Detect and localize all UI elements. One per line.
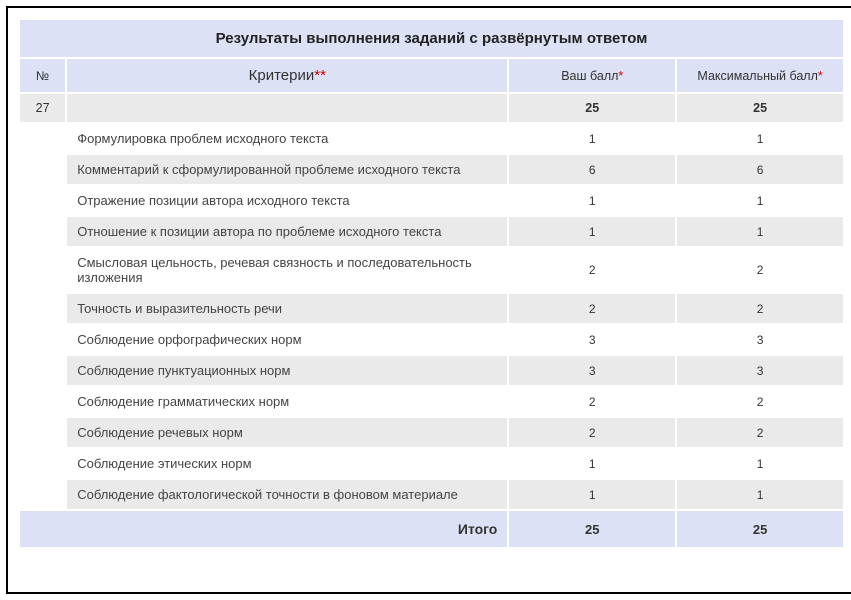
criteria-your-score: 2: [509, 294, 675, 323]
header-max-score: Максимальный балл*: [677, 59, 843, 92]
table-title: Результаты выполнения заданий с развёрну…: [20, 20, 843, 57]
criteria-number-empty: [20, 124, 65, 153]
criteria-row: Отражение позиции автора исходного текст…: [20, 186, 843, 215]
criteria-text: Отражение позиции автора исходного текст…: [67, 186, 507, 215]
criteria-text: Соблюдение этических норм: [67, 449, 507, 478]
total-row: Итого 25 25: [20, 511, 843, 547]
asterisk-icon: *: [818, 69, 823, 83]
task-row: 27 25 25: [20, 94, 843, 122]
criteria-row: Соблюдение этических норм11: [20, 449, 843, 478]
asterisk-icon: **: [314, 67, 326, 84]
criteria-number-empty: [20, 186, 65, 215]
criteria-row: Комментарий к сформулированной проблеме …: [20, 155, 843, 184]
criteria-text: Соблюдение речевых норм: [67, 418, 507, 447]
criteria-text: Соблюдение грамматических норм: [67, 387, 507, 416]
criteria-number-empty: [20, 294, 65, 323]
criteria-row: Соблюдение речевых норм22: [20, 418, 843, 447]
criteria-max-score: 2: [677, 387, 843, 416]
criteria-number-empty: [20, 217, 65, 246]
criteria-your-score: 3: [509, 325, 675, 354]
criteria-your-score: 6: [509, 155, 675, 184]
criteria-row: Смысловая цельность, речевая связность и…: [20, 248, 843, 292]
criteria-text: Соблюдение пунктуационных норм: [67, 356, 507, 385]
criteria-number-empty: [20, 325, 65, 354]
task-max-score: 25: [677, 94, 843, 122]
criteria-number-empty: [20, 480, 65, 509]
criteria-text: Соблюдение орфографических норм: [67, 325, 507, 354]
criteria-number-empty: [20, 418, 65, 447]
criteria-row: Соблюдение орфографических норм33: [20, 325, 843, 354]
criteria-max-score: 1: [677, 449, 843, 478]
task-criteria-empty: [67, 94, 507, 122]
criteria-max-score: 3: [677, 325, 843, 354]
criteria-max-score: 1: [677, 480, 843, 509]
results-table: Результаты выполнения заданий с развёрну…: [18, 18, 845, 549]
criteria-row: Соблюдение пунктуационных норм33: [20, 356, 843, 385]
header-your-score-text: Ваш балл: [561, 69, 618, 83]
criteria-text: Комментарий к сформулированной проблеме …: [67, 155, 507, 184]
criteria-your-score: 1: [509, 186, 675, 215]
criteria-row: Формулировка проблем исходного текста11: [20, 124, 843, 153]
criteria-your-score: 2: [509, 387, 675, 416]
header-max-score-text: Максимальный балл: [697, 69, 817, 83]
header-your-score: Ваш балл*: [509, 59, 675, 92]
criteria-text: Соблюдение фактологической точности в фо…: [67, 480, 507, 509]
total-your-score: 25: [509, 511, 675, 547]
criteria-your-score: 1: [509, 449, 675, 478]
criteria-max-score: 6: [677, 155, 843, 184]
header-criteria: Критерии**: [67, 59, 507, 92]
criteria-number-empty: [20, 449, 65, 478]
criteria-max-score: 1: [677, 186, 843, 215]
criteria-your-score: 2: [509, 248, 675, 292]
total-max-score: 25: [677, 511, 843, 547]
task-your-score: 25: [509, 94, 675, 122]
criteria-max-score: 3: [677, 356, 843, 385]
criteria-your-score: 1: [509, 124, 675, 153]
header-criteria-text: Критерии: [249, 67, 315, 84]
criteria-row: Соблюдение фактологической точности в фо…: [20, 480, 843, 509]
asterisk-icon: *: [618, 69, 623, 83]
criteria-number-empty: [20, 248, 65, 292]
criteria-max-score: 2: [677, 294, 843, 323]
criteria-number-empty: [20, 356, 65, 385]
criteria-your-score: 1: [509, 217, 675, 246]
header-row: № Критерии** Ваш балл* Максимальный балл…: [20, 59, 843, 92]
criteria-text: Формулировка проблем исходного текста: [67, 124, 507, 153]
criteria-max-score: 1: [677, 124, 843, 153]
criteria-row: Точность и выразительность речи22: [20, 294, 843, 323]
criteria-text: Точность и выразительность речи: [67, 294, 507, 323]
header-number: №: [20, 59, 65, 92]
criteria-your-score: 2: [509, 418, 675, 447]
criteria-number-empty: [20, 387, 65, 416]
criteria-text: Смысловая цельность, речевая связность и…: [67, 248, 507, 292]
results-frame: Результаты выполнения заданий с развёрну…: [6, 6, 851, 594]
total-label: Итого: [20, 511, 507, 547]
criteria-max-score: 2: [677, 418, 843, 447]
criteria-row: Отношение к позиции автора по проблеме и…: [20, 217, 843, 246]
criteria-text: Отношение к позиции автора по проблеме и…: [67, 217, 507, 246]
criteria-row: Соблюдение грамматических норм22: [20, 387, 843, 416]
title-row: Результаты выполнения заданий с развёрну…: [20, 20, 843, 57]
criteria-max-score: 2: [677, 248, 843, 292]
criteria-number-empty: [20, 155, 65, 184]
criteria-max-score: 1: [677, 217, 843, 246]
criteria-your-score: 3: [509, 356, 675, 385]
criteria-your-score: 1: [509, 480, 675, 509]
task-number: 27: [20, 94, 65, 122]
